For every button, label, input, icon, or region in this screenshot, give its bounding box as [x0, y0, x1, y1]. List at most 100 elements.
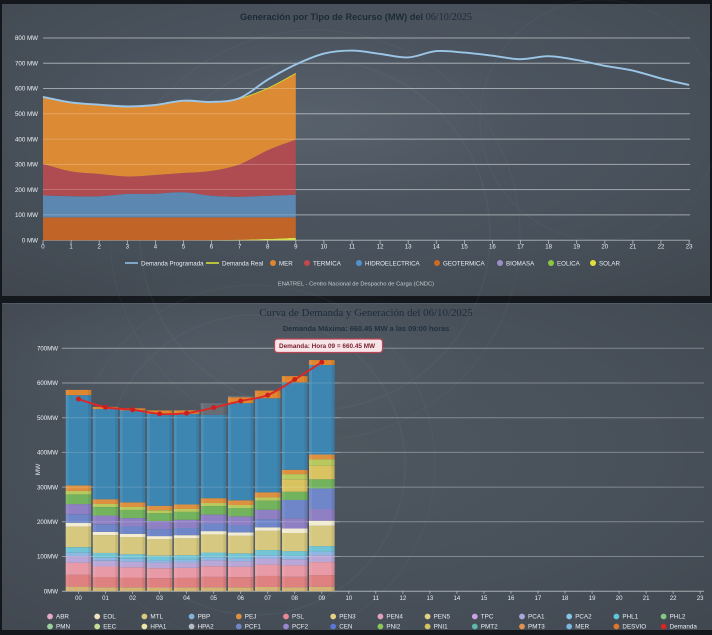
svg-text:3: 3	[126, 243, 130, 250]
svg-text:15: 15	[481, 596, 488, 602]
svg-text:Demanda Máxima: 660.45 MW a la: Demanda Máxima: 660.45 MW a las 09:00 ho…	[283, 324, 449, 333]
svg-text:11: 11	[349, 243, 356, 250]
svg-text:Demanda: Hora 09 = 660.45 MW: Demanda: Hora 09 = 660.45 MW	[279, 343, 376, 350]
svg-text:100 MW: 100 MW	[15, 212, 38, 219]
svg-text:HPA2: HPA2	[198, 624, 214, 630]
svg-text:21: 21	[630, 243, 637, 250]
svg-text:400 MW: 400 MW	[15, 136, 38, 143]
svg-text:PCA1: PCA1	[528, 614, 545, 621]
svg-text:0 MW: 0 MW	[22, 237, 38, 244]
svg-text:4: 4	[154, 243, 158, 250]
svg-text:TERMICA: TERMICA	[313, 260, 342, 267]
svg-text:CEN: CEN	[339, 624, 353, 630]
svg-text:700 MW: 700 MW	[15, 60, 38, 67]
svg-text:13: 13	[427, 596, 434, 602]
svg-text:8: 8	[266, 243, 270, 250]
svg-text:600 MW: 600 MW	[15, 86, 38, 93]
svg-text:22: 22	[658, 243, 665, 250]
svg-text:TPC: TPC	[481, 614, 494, 621]
svg-text:06: 06	[237, 596, 244, 602]
svg-text:17: 17	[535, 596, 542, 602]
svg-text:05: 05	[210, 596, 217, 602]
svg-text:MW: MW	[35, 463, 42, 475]
svg-text:10: 10	[321, 243, 328, 250]
svg-text:MER: MER	[279, 260, 293, 267]
svg-text:19: 19	[589, 596, 596, 602]
svg-text:21: 21	[643, 596, 650, 602]
svg-text:14: 14	[454, 596, 461, 602]
svg-text:6: 6	[210, 243, 214, 250]
svg-text:MTL: MTL	[150, 614, 163, 621]
svg-text:2: 2	[98, 243, 102, 250]
svg-text:12: 12	[377, 243, 384, 250]
svg-text:PNI1: PNI1	[434, 624, 448, 630]
svg-text:23: 23	[697, 596, 704, 602]
svg-text:EEC: EEC	[103, 624, 116, 630]
svg-text:PHL2: PHL2	[670, 614, 686, 621]
svg-text:04: 04	[183, 596, 190, 602]
svg-text:PNI2: PNI2	[386, 624, 400, 630]
svg-text:15: 15	[461, 243, 468, 250]
svg-text:PCA2: PCA2	[575, 614, 592, 621]
svg-text:700MW: 700MW	[37, 346, 58, 353]
svg-text:Demanda Real: Demanda Real	[222, 260, 263, 267]
svg-text:16: 16	[489, 243, 496, 250]
svg-text:1: 1	[69, 243, 73, 250]
svg-text:400MW: 400MW	[37, 450, 58, 457]
svg-text:PEJ: PEJ	[245, 614, 257, 621]
svg-text:300MW: 300MW	[37, 484, 58, 491]
svg-text:PSL: PSL	[292, 614, 304, 621]
svg-text:200 MW: 200 MW	[15, 187, 38, 194]
svg-text:500 MW: 500 MW	[15, 111, 38, 118]
svg-text:PEN4: PEN4	[386, 614, 403, 621]
svg-text:03: 03	[156, 596, 163, 602]
svg-text:PMT2: PMT2	[481, 624, 498, 630]
svg-text:SOLAR: SOLAR	[599, 260, 621, 267]
svg-text:PCF2: PCF2	[292, 624, 309, 630]
svg-text:PMN: PMN	[56, 624, 70, 630]
svg-text:17: 17	[517, 243, 524, 250]
svg-text:800 MW: 800 MW	[15, 35, 38, 42]
svg-text:07: 07	[264, 596, 271, 602]
svg-text:ENATREL - Centro Nacional de D: ENATREL - Centro Nacional de Despacho de…	[278, 282, 434, 288]
svg-text:0: 0	[41, 243, 45, 250]
svg-text:18: 18	[562, 596, 569, 602]
svg-text:500MW: 500MW	[37, 415, 58, 422]
svg-text:Generación por Tipo de Recurso: Generación por Tipo de Recurso (MW) del …	[240, 12, 472, 23]
svg-text:00: 00	[75, 596, 82, 602]
svg-text:16: 16	[508, 596, 515, 602]
svg-text:08: 08	[291, 596, 298, 602]
svg-text:20: 20	[601, 243, 608, 250]
svg-text:5: 5	[182, 243, 186, 250]
svg-text:Demanda: Demanda	[670, 624, 698, 630]
svg-text:14: 14	[433, 243, 440, 250]
svg-text:12: 12	[400, 596, 407, 602]
svg-text:600MW: 600MW	[37, 380, 58, 387]
svg-text:EOL: EOL	[103, 614, 116, 621]
svg-text:PBP: PBP	[198, 614, 211, 621]
svg-text:22: 22	[670, 596, 677, 602]
svg-text:01: 01	[102, 596, 109, 602]
svg-text:0MW: 0MW	[44, 588, 58, 595]
svg-text:09: 09	[318, 596, 325, 602]
svg-text:EOLICA: EOLICA	[557, 260, 581, 267]
svg-text:PHL1: PHL1	[622, 614, 638, 621]
svg-text:9: 9	[294, 243, 298, 250]
svg-text:Demanda Programada: Demanda Programada	[141, 260, 204, 267]
svg-text:PEN3: PEN3	[339, 614, 356, 621]
svg-text:13: 13	[405, 243, 412, 250]
svg-text:PCF1: PCF1	[245, 624, 262, 630]
svg-text:BIOMASA: BIOMASA	[506, 260, 535, 267]
svg-text:Curva de Demanda y Generación: Curva de Demanda y Generación del 06/10/…	[259, 307, 473, 319]
svg-text:10: 10	[345, 596, 352, 602]
svg-text:GEOTERMICA: GEOTERMICA	[443, 260, 485, 267]
svg-text:100MW: 100MW	[37, 554, 58, 561]
svg-text:23: 23	[686, 243, 693, 250]
svg-text:200MW: 200MW	[37, 519, 58, 526]
svg-text:HPA1: HPA1	[150, 624, 166, 630]
svg-text:300 MW: 300 MW	[15, 162, 38, 169]
svg-text:11: 11	[373, 596, 380, 602]
svg-text:PEN5: PEN5	[434, 614, 451, 621]
svg-text:18: 18	[545, 243, 552, 250]
svg-text:7: 7	[238, 243, 242, 250]
